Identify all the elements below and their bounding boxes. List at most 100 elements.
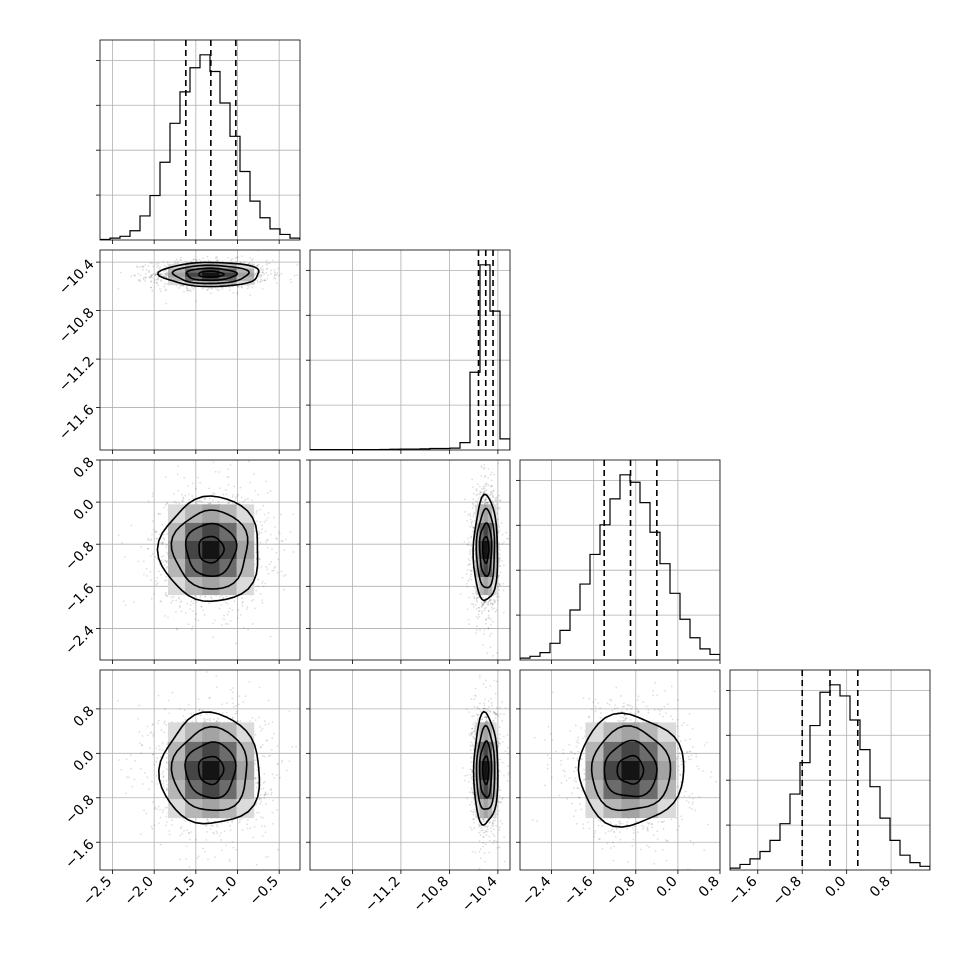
sample-point xyxy=(467,579,470,582)
sample-point xyxy=(498,583,501,586)
sample-point xyxy=(498,558,501,561)
sample-point xyxy=(176,628,179,631)
sample-point xyxy=(233,600,236,603)
sample-point xyxy=(497,575,500,578)
sample-point xyxy=(149,555,152,557)
sample-point xyxy=(214,286,217,289)
sample-point xyxy=(147,265,150,267)
sample-point xyxy=(267,274,269,277)
sample-point xyxy=(481,603,484,606)
sample-point xyxy=(172,595,175,598)
sample-point xyxy=(205,671,208,673)
sample-point xyxy=(159,512,162,515)
panel-content xyxy=(310,460,510,660)
sample-point xyxy=(216,825,219,828)
sample-point xyxy=(485,502,488,504)
sample-point xyxy=(494,610,497,613)
sample-point xyxy=(177,596,180,599)
sample-point xyxy=(484,601,487,603)
sample-point xyxy=(492,502,495,505)
sample-point xyxy=(495,496,498,499)
sample-point xyxy=(135,265,138,268)
sample-point xyxy=(191,482,194,485)
sample-point xyxy=(235,705,237,707)
sample-point xyxy=(484,606,487,609)
sample-point xyxy=(239,261,241,264)
sample-point xyxy=(498,541,501,544)
density-cell xyxy=(167,504,186,523)
sample-point xyxy=(151,289,154,292)
sample-point xyxy=(163,720,166,723)
sample-point xyxy=(182,496,185,499)
sample-point xyxy=(153,824,156,827)
sample-point xyxy=(490,499,493,502)
sample-point xyxy=(251,286,254,289)
sample-point xyxy=(470,573,473,576)
sample-point xyxy=(273,268,276,271)
sample-point xyxy=(246,287,249,290)
sample-point xyxy=(477,613,480,616)
sample-point xyxy=(488,617,491,619)
sample-point xyxy=(264,803,267,806)
sample-point xyxy=(280,761,283,764)
sample-point xyxy=(154,273,157,276)
sample-point xyxy=(208,487,210,490)
sample-point xyxy=(467,537,470,540)
sample-point xyxy=(471,525,473,528)
sample-point xyxy=(480,466,483,469)
sample-point xyxy=(229,824,232,827)
panel-2-2 xyxy=(516,459,721,664)
sample-point xyxy=(481,605,484,608)
sample-point xyxy=(149,261,152,264)
sample-point xyxy=(273,277,276,279)
sample-point xyxy=(489,646,492,649)
sample-point xyxy=(254,607,256,610)
sample-point xyxy=(267,512,270,514)
sample-point xyxy=(497,586,499,589)
sample-point xyxy=(256,509,258,512)
sample-point xyxy=(222,493,225,496)
sample-point xyxy=(121,542,124,544)
sample-point xyxy=(221,712,224,715)
sample-point xyxy=(498,588,500,591)
sample-point xyxy=(154,530,157,533)
sample-point xyxy=(214,856,216,858)
sample-point xyxy=(161,273,164,275)
panel-content xyxy=(100,460,300,660)
sample-point xyxy=(202,609,204,612)
sample-point xyxy=(259,521,262,524)
contour-level-1 xyxy=(478,522,493,578)
density-cell xyxy=(236,276,255,281)
sample-point xyxy=(147,500,150,503)
sample-point xyxy=(238,695,241,698)
sample-point xyxy=(254,272,257,275)
sample-point xyxy=(487,601,490,604)
contour-level-3 xyxy=(156,261,260,288)
sample-point xyxy=(280,539,283,542)
sample-point xyxy=(498,574,500,577)
sample-point xyxy=(490,606,493,609)
sample-point xyxy=(257,578,259,581)
sample-point xyxy=(156,557,159,560)
sample-point xyxy=(227,483,230,486)
density-cell xyxy=(202,540,220,559)
sample-point xyxy=(485,485,488,488)
sample-point xyxy=(246,497,249,500)
sample-point xyxy=(162,260,165,263)
panel-frame xyxy=(99,459,301,661)
sample-point xyxy=(192,258,195,261)
sample-point xyxy=(270,749,273,751)
sample-point xyxy=(162,270,165,273)
sample-point xyxy=(477,498,480,500)
sample-point xyxy=(481,604,484,607)
panel-content xyxy=(100,40,300,240)
sample-point xyxy=(207,502,210,505)
sample-point xyxy=(234,712,237,715)
sample-point xyxy=(166,768,168,770)
sample-point xyxy=(492,620,494,623)
sample-point xyxy=(285,538,287,541)
sample-point xyxy=(499,500,502,503)
sample-point xyxy=(241,597,244,600)
sample-point xyxy=(137,717,139,720)
sample-point xyxy=(483,492,486,495)
